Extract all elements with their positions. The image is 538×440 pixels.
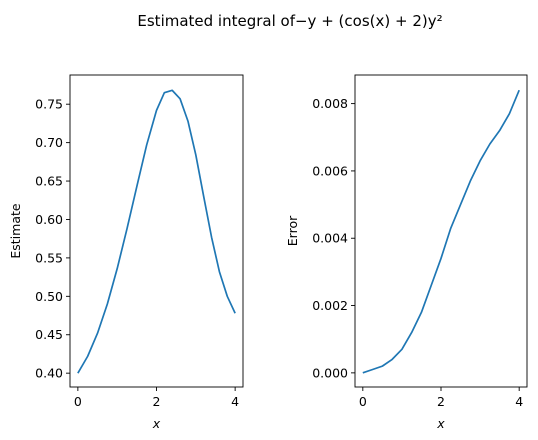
estimate-y-tick-label: 0.45 [35,327,63,342]
estimate-panel: 0 2 4 0.40 0.45 0.50 0.55 0.60 0.65 0.70 0.75 x Esti… [8,74,244,431]
error-axes-frame [354,74,528,388]
error-y-tick-label: 0.002 [312,298,348,313]
error-x-tick-label: 4 [515,394,523,409]
estimate-y-tick-label: 0.60 [35,212,63,227]
estimate-axes-frame [69,74,244,388]
estimate-series-line [77,89,236,374]
error-x-axis-label: x [436,416,445,431]
error-x-tick-label: 2 [437,394,445,409]
error-panel: 0 2 4 0.000 0.002 0.004 0.006 0.008 x Error [285,74,528,431]
estimate-y-tick-label: 0.70 [35,135,63,150]
error-y-tick-label: 0.000 [312,365,348,380]
error-y-tick-label: 0.004 [312,231,348,246]
estimate-y-tick-label: 0.65 [35,174,63,189]
error-x-tick-label: 0 [359,394,367,409]
estimate-x-axis-label: x [152,416,161,431]
estimate-y-axis-label: Estimate [8,203,23,259]
estimate-y-tick-label: 0.50 [35,289,63,304]
estimate-y-tick-label: 0.55 [35,250,63,265]
error-y-axis-label: Error [285,215,300,246]
estimate-y-tick-label: 0.40 [35,366,63,381]
error-y-tick-label: 0.008 [312,96,348,111]
error-y-tick-label: 0.006 [312,163,348,178]
estimate-x-tick-label: 4 [231,394,239,409]
estimate-x-tick-label: 0 [74,394,82,409]
error-series-line [362,89,520,374]
estimate-x-tick-label: 2 [153,394,161,409]
estimate-y-tick-label: 0.75 [35,97,63,112]
figure-title: Estimated integral of−y + (cos(x) + 2)y² [137,12,442,30]
